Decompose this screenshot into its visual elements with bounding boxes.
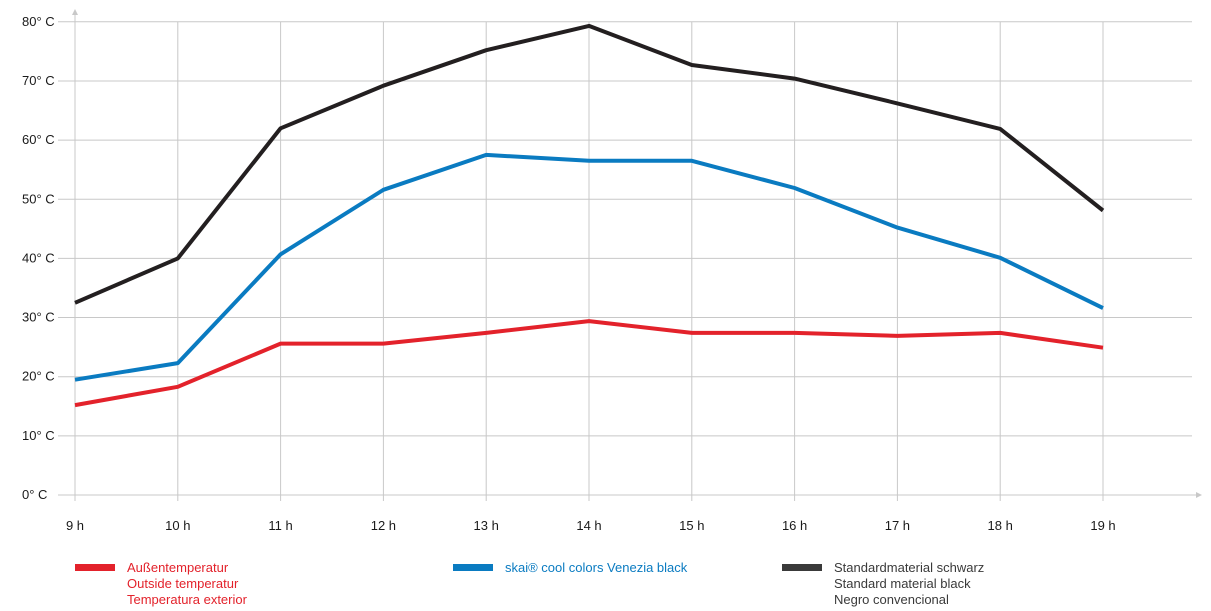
x-tick-label: 9 h <box>66 518 84 533</box>
y-tick-label: 10° C <box>22 428 55 443</box>
x-axis-arrow <box>1196 492 1202 498</box>
line-chart: 0° C 10° C 20° C 30° C 40° C 50° C 60° C 70° C 8… <box>22 9 1202 533</box>
y-tick-label: 80° C <box>22 14 55 29</box>
chart-grid <box>58 21 1192 501</box>
chart-tick-labels: 0° C 10° C 20° C 30° C 40° C 50° C 60° C 70° C 8… <box>22 14 1116 533</box>
legend-label-line: Außentemperatur <box>127 560 229 575</box>
legend-label-line: Standard material black <box>834 576 971 591</box>
y-tick-label: 40° C <box>22 250 55 265</box>
legend-swatch-cool-colors <box>453 564 493 571</box>
y-tick-label: 20° C <box>22 369 55 384</box>
y-tick-label: 30° C <box>22 310 55 325</box>
x-tick-label: 18 h <box>988 518 1013 533</box>
legend-swatch-standard-material <box>782 564 822 571</box>
y-tick-label: 60° C <box>22 132 55 147</box>
chart-axes <box>58 9 1202 501</box>
series-line-outside-temperature <box>74 319 1104 408</box>
y-tick-label: 0° C <box>22 487 47 502</box>
legend-swatch-outside-temperature <box>75 564 115 571</box>
x-tick-label: 16 h <box>782 518 807 533</box>
legend-label-line: Temperatura exterior <box>127 592 247 607</box>
x-tick-label: 15 h <box>679 518 704 533</box>
legend-label-line: Outside temperatur <box>127 576 239 591</box>
y-tick-label: 70° C <box>22 73 55 88</box>
x-tick-label: 19 h <box>1090 518 1115 533</box>
series-line-cool-colors <box>74 152 1104 382</box>
y-tick-label: 50° C <box>22 191 55 206</box>
x-tick-label: 14 h <box>576 518 601 533</box>
x-tick-label: 10 h <box>165 518 190 533</box>
chart-series <box>74 23 1105 408</box>
x-tick-label: 12 h <box>371 518 396 533</box>
x-tick-label: 17 h <box>885 518 910 533</box>
x-tick-label: 13 h <box>474 518 499 533</box>
y-axis-arrow <box>72 9 78 15</box>
series-line-standard-material <box>74 23 1105 305</box>
legend-label-line: skai® cool colors Venezia black <box>505 560 688 575</box>
legend-label-line: Negro convencional <box>834 592 949 607</box>
x-tick-label: 11 h <box>268 518 292 533</box>
legend-label-line: Standardmaterial schwarz <box>834 560 985 575</box>
